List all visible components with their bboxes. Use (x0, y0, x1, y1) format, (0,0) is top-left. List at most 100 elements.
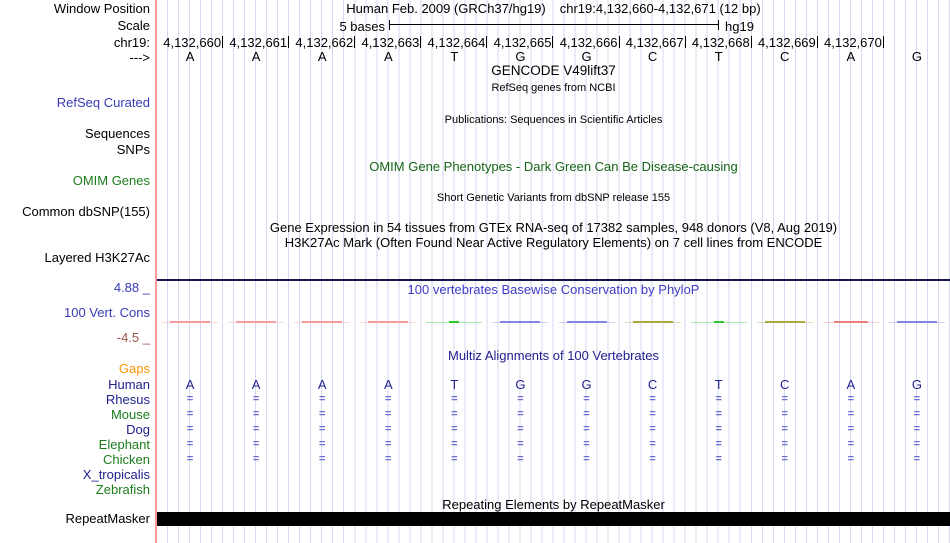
track-label-layered-h3k27ac[interactable]: Layered H3K27Ac (44, 250, 150, 265)
track-label-refseq-curated[interactable]: RefSeq Curated (56, 95, 150, 110)
alignment-mark: = (847, 438, 855, 450)
position-title: chr19:4,132,660-4,132,671 (12 bp) (559, 1, 761, 16)
alignment-mark: = (913, 423, 921, 435)
alignment-mark: = (252, 423, 260, 435)
multiz-base: A (846, 377, 856, 392)
ruler-tick: 4,132,661 (223, 36, 290, 50)
alignment-mark: = (913, 438, 921, 450)
alignment-mark: = (517, 408, 524, 420)
alignment-mark: = (451, 423, 458, 435)
base-letter: G (515, 49, 526, 64)
multiz-align-row: = = = = = = = = = = = = (157, 438, 950, 451)
alignment-mark: = (385, 393, 392, 405)
alignment-mark: = (186, 453, 194, 465)
alignment-mark: = (649, 423, 656, 435)
track-label-vert-cons[interactable]: 100 Vert. Cons (64, 305, 150, 320)
species-label-human[interactable]: Human (108, 377, 150, 392)
track-title-refseq-sub[interactable]: RefSeq genes from NCBI (491, 82, 616, 94)
multiz-base: C (647, 377, 658, 392)
ruler-tick: 4,132,665 (487, 36, 554, 50)
gridlines (157, 0, 950, 543)
track-title-phylop[interactable]: 100 vertebrates Basewise Conservation by… (407, 282, 700, 297)
alignment-mark: = (451, 438, 458, 450)
species-label-mouse[interactable]: Mouse (110, 407, 150, 422)
alignment-mark: = (451, 393, 458, 405)
alignment-mark: = (847, 408, 855, 420)
track-title-multiz[interactable]: Multiz Alignments of 100 Vertebrates (447, 348, 659, 363)
multiz-align-row: = = = = = = = = = = = = (157, 453, 950, 466)
alignment-mark: = (318, 438, 326, 450)
alignment-mark: = (252, 453, 260, 465)
species-label-gaps[interactable]: Gaps (118, 361, 150, 376)
scale-label: Scale (117, 18, 150, 33)
base-letter: G (911, 49, 922, 64)
ruler-tick-empty (884, 36, 950, 50)
track-label-common-dbsnp[interactable]: Common dbSNP(155) (22, 204, 150, 219)
conservation-max-value: 4.88 _ (113, 280, 150, 295)
alignment-mark: = (715, 408, 722, 420)
track-title-gencode[interactable]: GENCODE V49lift37 (491, 63, 616, 78)
alignment-mark: = (186, 438, 194, 450)
multiz-align-row: = = = = = = = = = = = = (157, 423, 950, 436)
base-letter: T (450, 49, 459, 64)
track-label-repeatmasker[interactable]: RepeatMasker (65, 511, 150, 526)
multiz-base: A (185, 377, 195, 392)
track-title-repeatmasker[interactable]: Repeating Elements by RepeatMasker (442, 497, 665, 512)
scale-value: 5 bases (339, 19, 385, 34)
alignment-mark: = (583, 393, 590, 405)
alignment-mark: = (252, 393, 260, 405)
alignment-mark: = (781, 453, 788, 465)
window-position-label: Window Position (53, 1, 150, 16)
track-title-omim[interactable]: OMIM Gene Phenotypes - Dark Green Can Be… (369, 159, 738, 174)
conservation-min-value: -4.5 _ (116, 330, 150, 345)
track-label-omim-genes[interactable]: OMIM Genes (72, 173, 150, 188)
alignment-mark: = (583, 408, 590, 420)
base-letter: C (647, 49, 658, 64)
alignment-mark: = (517, 393, 524, 405)
alignment-mark: = (583, 423, 590, 435)
assembly-title: Human Feb. 2009 (GRCh37/hg19) (346, 1, 546, 16)
species-label-elephant[interactable]: Elephant (98, 437, 150, 452)
track-title-gtex[interactable]: Gene Expression in 54 tissues from GTEx … (269, 220, 838, 235)
species-label-chicken[interactable]: Chicken (103, 452, 150, 467)
alignment-mark: = (517, 438, 524, 450)
species-label-dog[interactable]: Dog (126, 422, 150, 437)
alignment-mark: = (649, 408, 656, 420)
repeatmasker-bar[interactable] (157, 512, 950, 526)
alignment-mark: = (318, 408, 326, 420)
alignment-mark: = (385, 423, 392, 435)
alignment-mark: = (913, 408, 921, 420)
conservation-dash (752, 321, 818, 324)
left-boundary-marker (155, 0, 157, 543)
species-label-rhesus[interactable]: Rhesus (105, 392, 150, 407)
track-label-snps[interactable]: SNPs (116, 142, 150, 157)
track-title-h3k27ac[interactable]: H3K27Ac Mark (Often Found Near Active Re… (284, 235, 823, 250)
alignment-mark: = (847, 423, 855, 435)
alignment-mark: = (318, 423, 326, 435)
conservation-track-top-line (157, 279, 950, 281)
base-letter: T (714, 49, 723, 64)
base-letter: A (251, 49, 261, 64)
track-title-dbsnp-sub[interactable]: Short Genetic Variants from dbSNP releas… (436, 192, 671, 204)
species-label-x_tropicalis[interactable]: X_tropicalis (82, 467, 150, 482)
multiz-base: G (911, 377, 922, 392)
alignment-mark: = (715, 453, 722, 465)
alignment-mark: = (913, 453, 921, 465)
base-letter: A (383, 49, 393, 64)
alignment-mark: = (517, 423, 524, 435)
track-label-sequences[interactable]: Sequences (84, 126, 150, 141)
conservation-dash (686, 321, 752, 324)
alignment-mark: = (715, 423, 722, 435)
conservation-dash (223, 321, 289, 324)
alignment-mark: = (583, 438, 590, 450)
base-letter: G (581, 49, 592, 64)
track-title-publications[interactable]: Publications: Sequences in Scientific Ar… (444, 114, 663, 126)
multiz-base: T (450, 377, 459, 392)
conservation-dash (818, 321, 884, 324)
scale-bar (389, 20, 719, 30)
species-label-zebrafish[interactable]: Zebrafish (95, 482, 150, 497)
alignment-mark: = (451, 453, 458, 465)
